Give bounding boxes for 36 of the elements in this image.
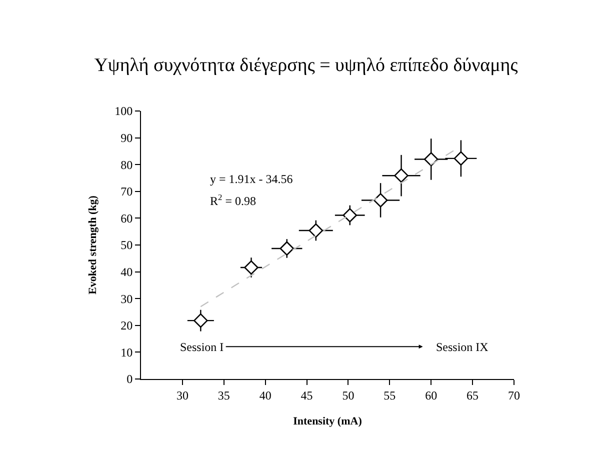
point — [373, 193, 388, 208]
point — [194, 313, 208, 328]
x-tick-label: 55 — [384, 388, 396, 402]
point — [308, 223, 324, 238]
y-tick-label: 0 — [126, 372, 133, 386]
point — [424, 152, 438, 166]
point — [342, 208, 358, 222]
point — [280, 241, 294, 256]
annotation: Session IX — [436, 340, 489, 354]
y-tick-label: 30 — [120, 292, 133, 306]
x-tick-label: 45 — [300, 388, 313, 402]
point — [454, 151, 468, 166]
x-axis-title: Intensity (mA) — [293, 416, 362, 428]
y-tick-label: 90 — [120, 131, 133, 145]
annotation: Session I — [180, 340, 224, 354]
annotation: y = 1.91x - 34.56 — [210, 172, 293, 186]
y-tick-label: 50 — [120, 238, 133, 252]
y-tick-label: 40 — [120, 265, 133, 279]
y-tick-label: 70 — [120, 184, 133, 199]
x-tick-label: 65 — [466, 388, 479, 402]
x-tick-label: 35 — [218, 388, 230, 402]
x-tick-label: 30 — [176, 388, 188, 402]
point — [244, 260, 258, 275]
x-tick-label: 50 — [342, 388, 354, 402]
point — [394, 168, 408, 183]
y-tick-label: 60 — [120, 211, 133, 226]
y-tick-label: 80 — [120, 158, 133, 172]
x-tick-label: 40 — [259, 388, 272, 402]
y-tick-label: 10 — [120, 345, 133, 360]
x-tick-label: 70 — [508, 388, 520, 402]
annotation: R$^{2}$ = 0.98 — [210, 193, 256, 208]
x-tick-label: 60 — [425, 388, 438, 402]
chart-title: Υψηλή συχνότητα διέγερσης = υψηλό επίπεδο δύναμης — [94, 54, 518, 76]
y-axis-title: Evoked strength (kg) — [87, 195, 100, 294]
y-tick-label: 100 — [114, 104, 133, 118]
y-tick-label: 20 — [120, 318, 133, 333]
